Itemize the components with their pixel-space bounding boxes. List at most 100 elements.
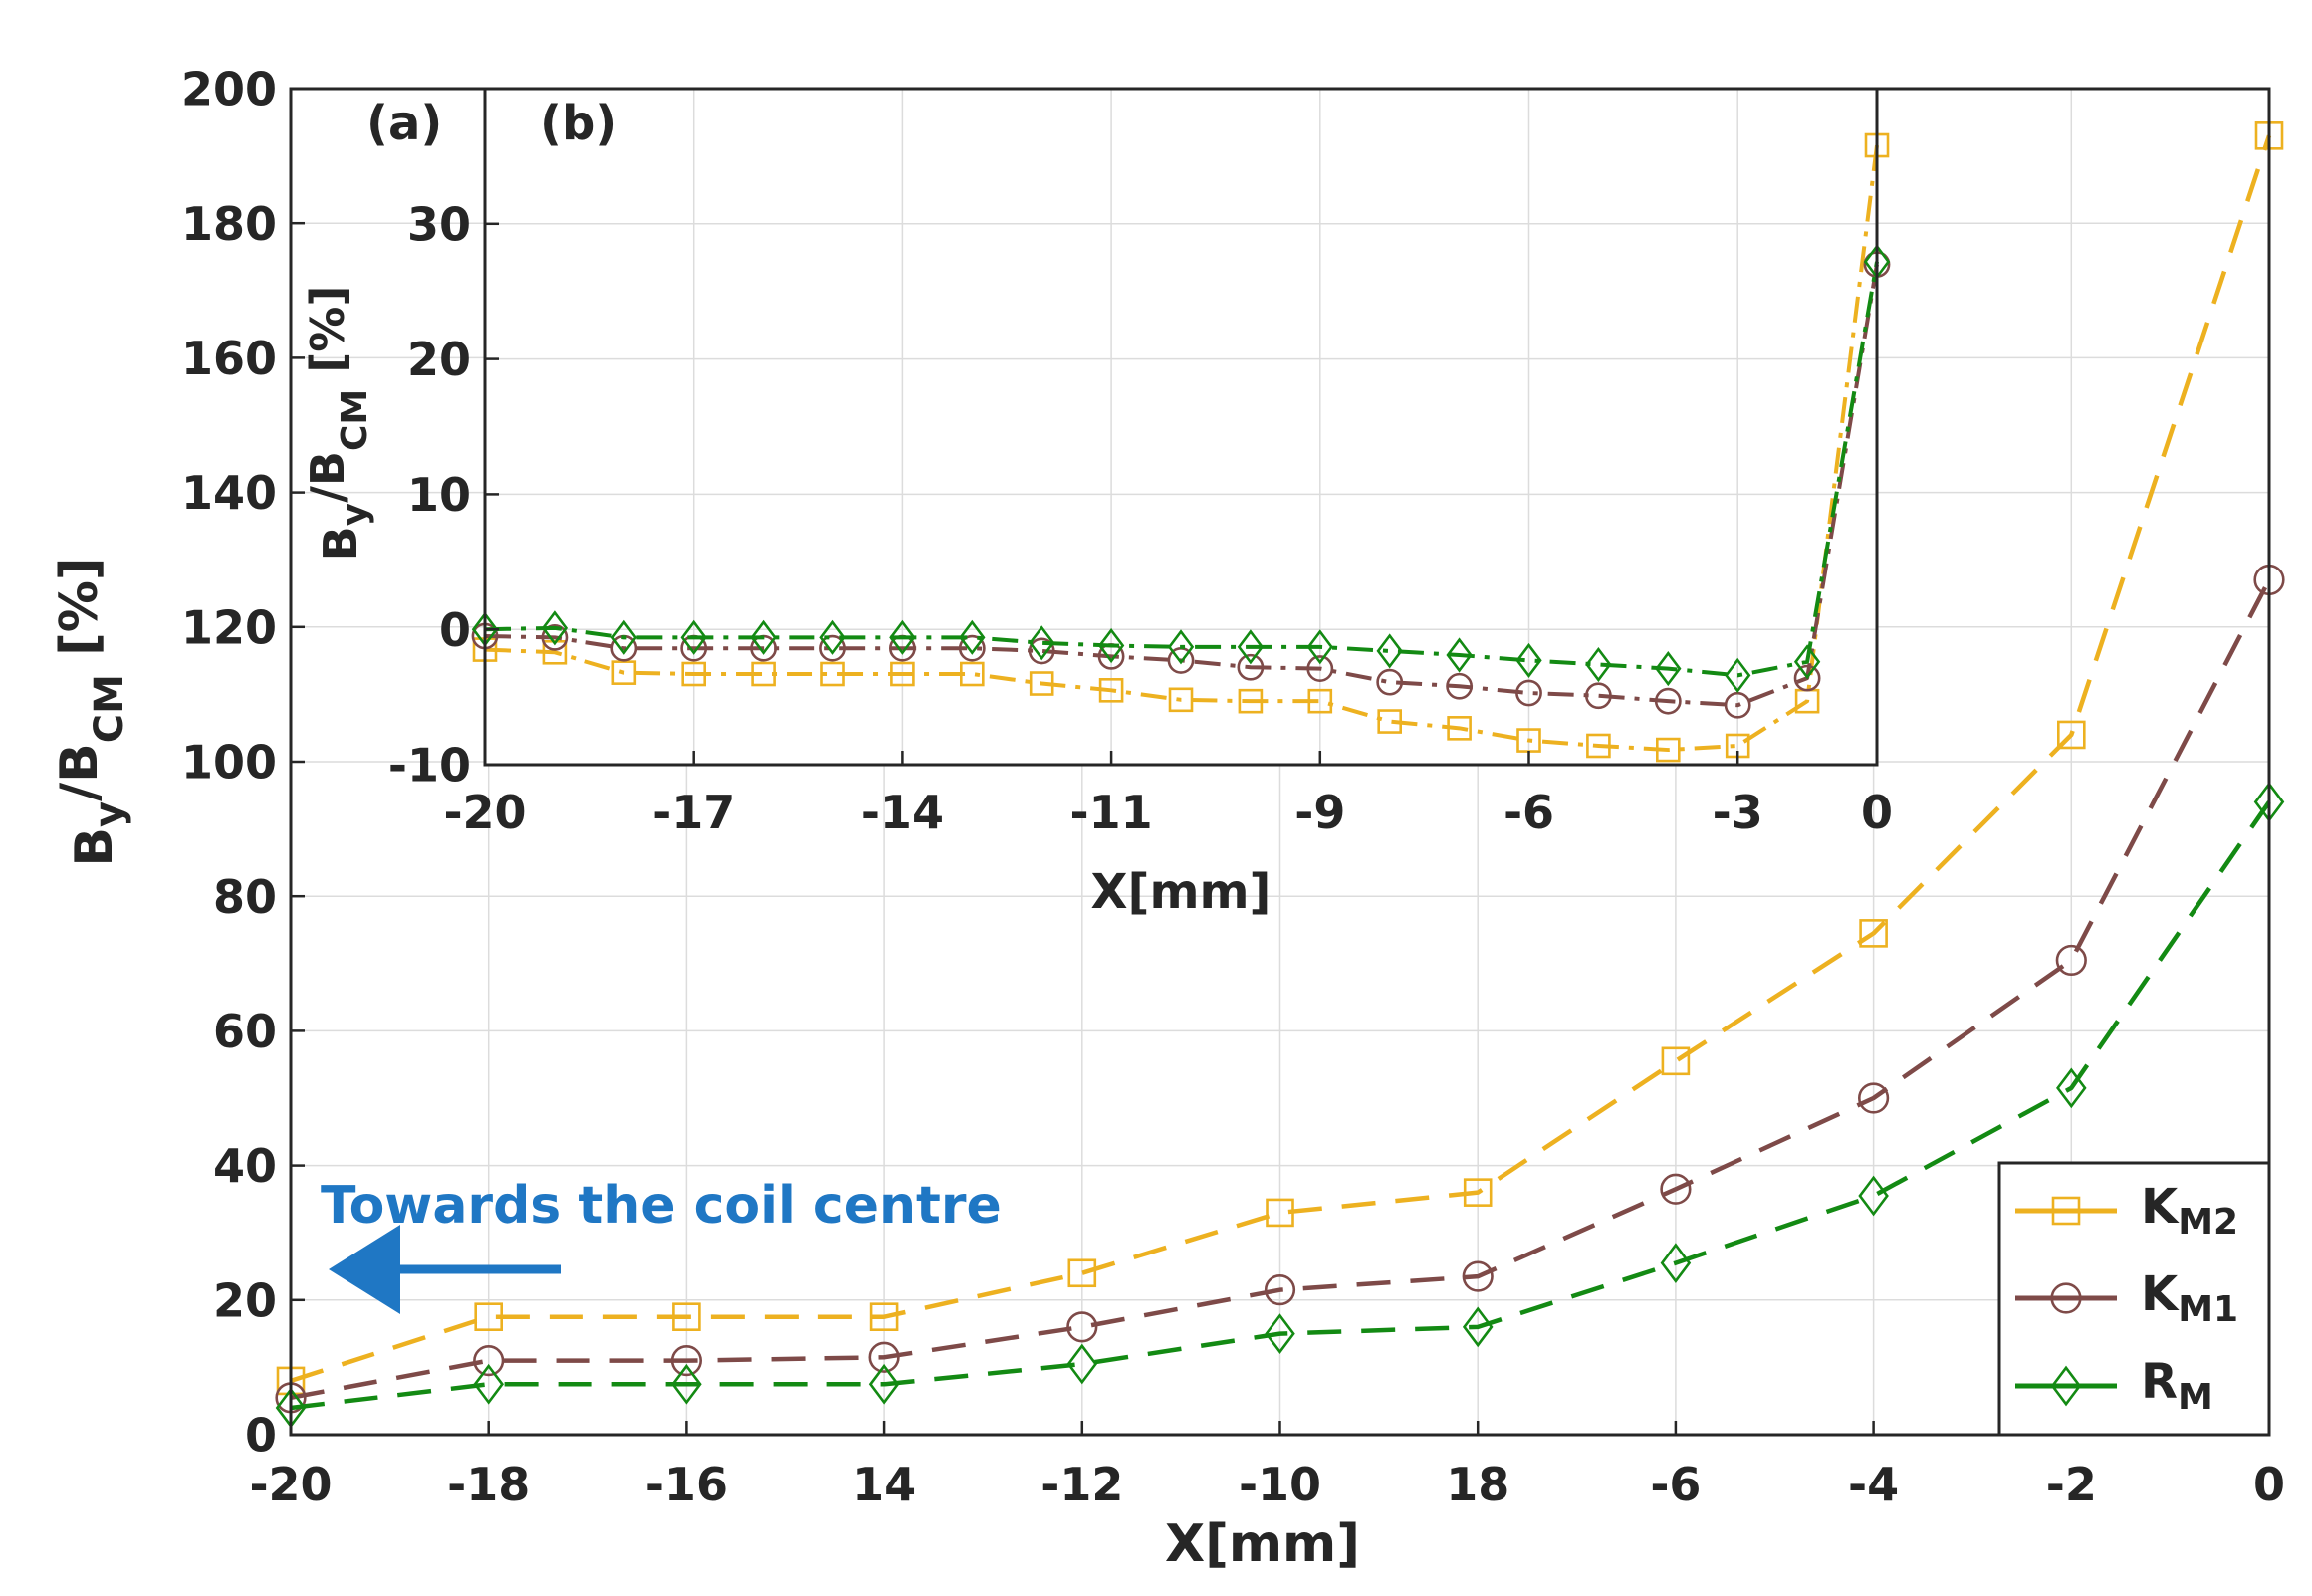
main-x-axis-label: X[mm] (1165, 1514, 1360, 1574)
inset-x-tick-label: -9 (1294, 786, 1345, 839)
main-point-k-m1 (1462, 1260, 1494, 1292)
inset-point-k-m2 (611, 660, 637, 685)
inset-point-r-m (1237, 629, 1265, 665)
inset-series-r-m (471, 244, 1891, 693)
main-y-axis-label: By/BCM [%] (50, 557, 132, 866)
inset-ticks: -20 -17 -14 -11 -9 -6 -3 0 -10 0 10 20 30 (388, 197, 1893, 839)
inset-y-axis-label-tail: [%] (301, 286, 354, 389)
legend-item-r-m: RM (2015, 1354, 2213, 1418)
main-y-axis-label-sub1: y (87, 801, 132, 827)
inset-point-r-m (1793, 644, 1821, 680)
main-panel-label: (a) (366, 96, 442, 151)
legend-swatch-marker (2051, 1196, 2081, 1226)
inset-point-r-m (680, 619, 707, 655)
main-x-tick-label: -10 (1239, 1458, 1321, 1511)
inset-point-k-m1 (1028, 637, 1055, 665)
inset-y-tick-label: 0 (439, 603, 471, 657)
main-point-r-m (868, 1363, 900, 1405)
inset-point-r-m (1585, 646, 1612, 683)
main-x-tick-label: 18 (1446, 1458, 1509, 1511)
main-y-axis-label-mid: /B (50, 743, 110, 801)
legend-label-main: K (2141, 1266, 2180, 1322)
inset-axes-box (483, 87, 1879, 767)
inset-y-axis-label-sub1: y (335, 503, 375, 526)
main-ticks: -20 -18 -16 14 -12 -10 18 -6 -4 -2 002040608010012… (181, 63, 2285, 1511)
main-x-tick-label: -4 (1848, 1458, 1899, 1511)
inset-point-k-m2 (1168, 687, 1194, 713)
main-x-tick-label: -6 (1650, 1458, 1701, 1511)
main-point-r-m (1066, 1343, 1098, 1385)
main-point-r-m (473, 1363, 504, 1405)
inset-point-k-m2 (681, 661, 707, 687)
inset-point-k-m1 (819, 634, 846, 662)
inset-point-k-m1 (1793, 664, 1821, 692)
inset-point-r-m (1097, 627, 1125, 664)
inset-point-r-m (959, 619, 986, 655)
main-line-k-m2 (290, 134, 2272, 1384)
inset-point-k-m2 (1447, 716, 1472, 741)
inset-point-r-m (541, 610, 569, 646)
main-point-k-m2 (1463, 1178, 1493, 1207)
main-point-r-m (2056, 1067, 2087, 1109)
main-point-k-m2 (2057, 720, 2086, 750)
main-point-r-m (1462, 1306, 1494, 1348)
legend-swatch-marker (2050, 1365, 2082, 1407)
main-y-axis-label-main: B (65, 827, 124, 867)
inset-point-k-m1 (1237, 653, 1265, 681)
main-point-k-m1 (473, 1345, 505, 1377)
main-y-tick-label: 40 (213, 1139, 277, 1193)
legend-label: RM (2141, 1354, 2213, 1418)
legend-label-sub: M2 (2178, 1202, 2238, 1243)
inset-point-r-m (1725, 657, 1751, 693)
inset-point-k-m2 (1307, 688, 1333, 714)
main-line-r-m (290, 800, 2271, 1411)
main-y-tick-label: 80 (213, 870, 277, 924)
inset-point-k-m2 (1586, 733, 1611, 759)
main-y-tick-label: 120 (181, 600, 277, 654)
main-point-r-m (1660, 1243, 1692, 1283)
main-line-k-m1 (290, 578, 2271, 1401)
inset-y-tick-label: 20 (407, 333, 471, 386)
main-y-axis-label-tail: [%] (50, 557, 110, 674)
inset-point-r-m (1655, 651, 1682, 687)
legend-label-sub: M1 (2178, 1289, 2238, 1330)
main-point-k-m2 (1859, 919, 1888, 948)
inset-point-k-m2 (820, 661, 845, 687)
inset-point-r-m (819, 619, 846, 655)
inset-point-k-m2 (1098, 678, 1124, 703)
inset-point-r-m (889, 619, 916, 655)
legend-label-main: K (2141, 1179, 2180, 1235)
inset-y-axis-label: By/BCM [%] (301, 286, 375, 562)
inset-point-k-m2 (1377, 709, 1402, 734)
main-x-tick-label: 0 (2253, 1458, 2285, 1511)
main-point-k-m2 (1266, 1198, 1294, 1228)
inset-point-k-m1 (958, 634, 986, 662)
inset-x-tick-label: -20 (443, 786, 526, 839)
inset-point-k-m1 (1446, 672, 1474, 700)
inset-x-axis-label: X[mm] (1091, 864, 1272, 920)
legend-label: KM1 (2141, 1266, 2238, 1330)
inset-y-axis-label-mid: /B (301, 451, 354, 503)
main-x-tick-label: -2 (2046, 1458, 2097, 1511)
inset-point-k-m1 (1585, 682, 1612, 710)
inset-point-k-m1 (1515, 679, 1542, 707)
main-point-k-m2 (869, 1302, 899, 1331)
inset-point-r-m (1515, 642, 1542, 679)
inset-y-tick-label: 30 (407, 197, 471, 251)
main-x-tick-label: -12 (1040, 1458, 1123, 1511)
main-series-k-m2 (276, 121, 2284, 1396)
legend-label-sub: M (2178, 1377, 2213, 1418)
main-point-k-m2 (1067, 1258, 1097, 1288)
main-point-k-m1 (1264, 1274, 1296, 1306)
inset-point-r-m (610, 619, 637, 655)
main-point-k-m1 (868, 1341, 900, 1373)
main-point-k-m2 (672, 1302, 701, 1331)
main-x-tick-label: 14 (852, 1458, 916, 1511)
main-y-tick-label: 160 (181, 332, 277, 385)
inset-point-r-m (1446, 637, 1473, 673)
inset-line-r-m (484, 261, 1879, 678)
inset-point-r-m (1376, 633, 1403, 669)
